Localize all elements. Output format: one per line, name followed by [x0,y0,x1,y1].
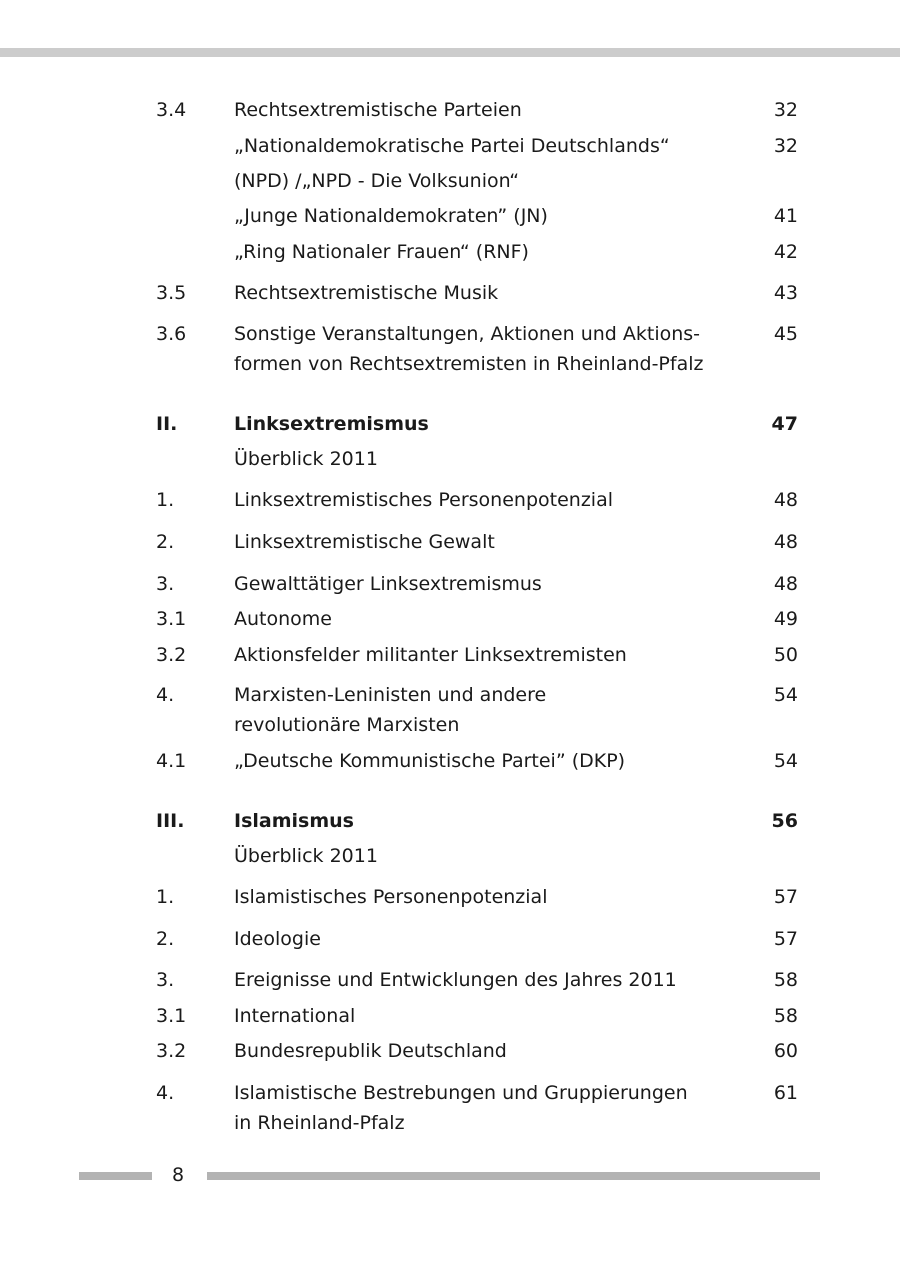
entry-page: 48 [773,573,798,595]
entry-title: (NPD) /„NPD - Die Volksunion“ [234,170,520,192]
entry-page: 50 [773,644,798,666]
entry-number: 3. [156,969,175,991]
entry-page: 47 [771,413,798,435]
entry-page: 43 [773,282,798,304]
entry-title: Islamismus [234,810,354,832]
entry-page: 48 [773,531,798,553]
entry-title: „Junge Nationaldemokraten” (JN) [234,205,548,227]
entry-title: Aktionsfelder militanter Linksextremiste… [234,644,627,666]
entry-page: 48 [773,489,798,511]
entry-page: 60 [773,1040,798,1062]
entry-number: 2. [156,531,175,553]
entry-title: Ideologie [234,928,321,950]
entry-title: Linksextremistische Gewalt [234,531,495,553]
entry-number: 3.2 [156,1040,187,1062]
entry-title: „Nationaldemokratische Partei Deutschlan… [234,135,670,157]
entry-number: 3.5 [156,282,187,304]
entry-page: 58 [773,1005,798,1027]
entry-number: 4. [156,684,175,706]
entry-number: 3.1 [156,1005,187,1027]
entry-title: Linksextremistisches Personenpotenzial [234,489,613,511]
entry-title: Islamistisches Personenpotenzial [234,886,548,908]
entry-number: 3.2 [156,644,187,666]
entry-number: 1. [156,886,175,908]
entry-page: 61 [773,1082,798,1104]
entry-number: II. [156,413,178,435]
entry-title: Islamistische Bestrebungen und Gruppieru… [234,1082,688,1134]
entry-number: 1. [156,489,175,511]
entry-number: 3.6 [156,323,187,345]
entry-page: 56 [771,810,798,832]
entry-page: 49 [773,608,798,630]
entry-page: 32 [773,99,798,121]
entry-title: Rechtsextremistische Parteien [234,99,522,121]
entry-number: 2. [156,928,175,950]
footer-bar-right [207,1172,820,1180]
entry-number: 4. [156,1082,175,1104]
entry-title: Marxisten-Leninisten und andere revoluti… [234,684,547,736]
entry-title: International [234,1005,356,1027]
entry-title: „Ring Nationaler Frauen“ (RNF) [234,241,529,263]
entry-page: 45 [773,323,798,345]
entry-page: 41 [773,205,798,227]
entry-title: Linksextremismus [234,413,429,435]
entry-title: Überblick 2011 [234,448,378,470]
entry-number: III. [156,810,185,832]
entry-number: 3.4 [156,99,187,121]
entry-page: 32 [773,135,798,157]
top-decorative-bar [0,48,900,57]
footer-bar-left [79,1172,152,1180]
entry-page: 58 [773,969,798,991]
entry-title: Rechtsextremistische Musik [234,282,499,304]
entry-page: 54 [773,684,798,706]
entry-title: „Deutsche Kommunistische Partei” (DKP) [234,750,626,772]
entry-page: 42 [773,241,798,263]
entry-title: Bundesrepublik Deutschland [234,1040,507,1062]
entry-title: Überblick 2011 [234,845,378,867]
entry-number: 3.1 [156,608,187,630]
entry-page: 57 [773,928,798,950]
entry-number: 3. [156,573,175,595]
page-number: 8 [172,1164,185,1186]
entry-title: Ereignisse und Entwicklungen des Jahres … [234,969,677,991]
entry-title: Autonome [234,608,332,630]
entry-title: Sonstige Veranstaltungen, Aktionen und A… [234,323,704,375]
entry-title: Gewalttätiger Linksextremismus [234,573,542,595]
entry-page: 54 [773,750,798,772]
entry-page: 57 [773,886,798,908]
entry-number: 4.1 [156,750,187,772]
